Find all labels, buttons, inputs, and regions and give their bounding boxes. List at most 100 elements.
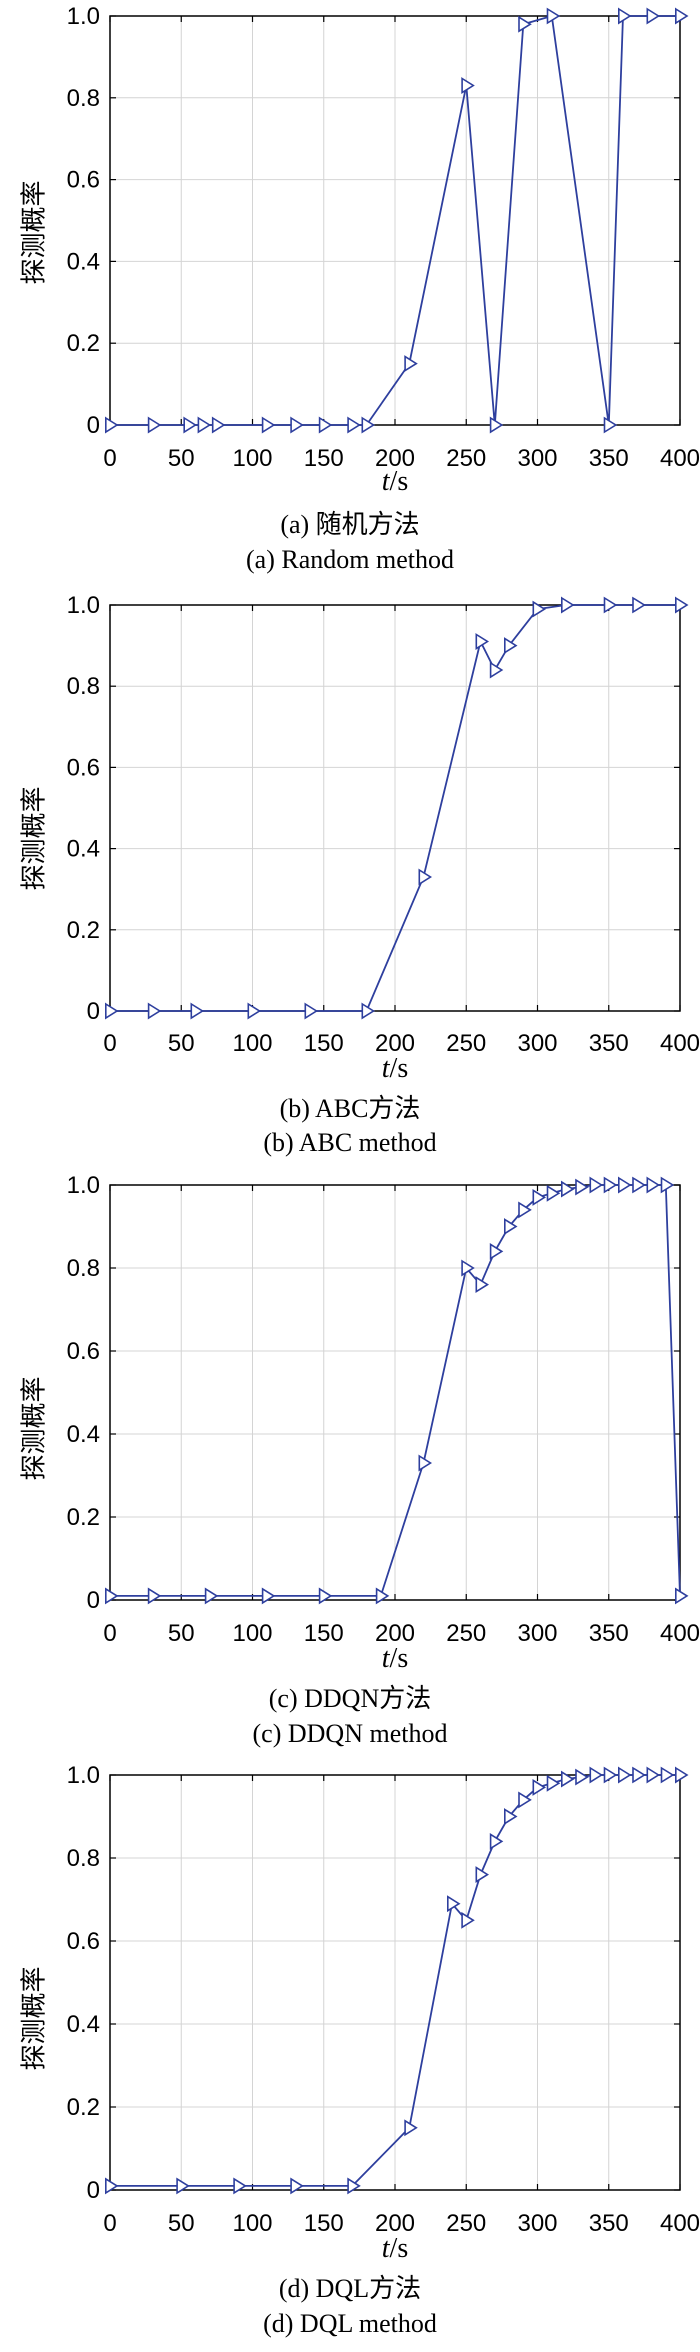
- chart-panel-d: 0 50 100 150 200 250 300 350 400 0 0.2 0.4 0.6 0.8 1.0…: [0, 1760, 700, 2352]
- chart-c-xtick-label: 250: [446, 1620, 486, 1647]
- chart-d-point: [446, 1895, 461, 1913]
- chart-d-point: [503, 1808, 518, 1825]
- chart-d-point: [589, 1766, 604, 1784]
- chart-c-point: [532, 1188, 547, 1206]
- chart-b-caption-en: (b) ABC method: [263, 1128, 437, 1157]
- chart-c-xtick-label: 300: [517, 1620, 557, 1647]
- chart-c-point: [489, 1242, 504, 1260]
- chart-b-point: [475, 633, 490, 650]
- chart-c-xtick-label: 0: [103, 1620, 116, 1647]
- chart-panel-c: 0 50 100 150 200 250 300 350 400 0 0.2 0.4 0.6 0.8 1.0…: [0, 1170, 700, 1760]
- chart-c-point: [418, 1454, 433, 1472]
- chart-c-ytick-label: 0.4: [67, 1421, 100, 1448]
- chart-a-xtick-label: 400: [660, 445, 700, 472]
- chart-c-point: [603, 1176, 618, 1194]
- chart-b-xtick-label: 50: [168, 1030, 195, 1057]
- chart-c-xtick-label: 200: [375, 1620, 415, 1647]
- chart-a-plot: 0 50 100 150 200 250 300 350 400 0 0.2 0.4 0.6 0.8 1.0…: [67, 3, 700, 497]
- chart-c-xtick-label: 400: [660, 1620, 700, 1647]
- chart-a-xtick-label: 300: [517, 445, 557, 472]
- chart-b-point: [190, 1002, 205, 1020]
- chart-c-point: [518, 1201, 532, 1219]
- chart-a-xlabel: t/s: [382, 466, 408, 497]
- chart-c-point: [461, 1259, 475, 1277]
- chart-a-point: [518, 15, 532, 33]
- chart-c-point: [147, 1587, 162, 1605]
- chart-d-point: [617, 1766, 632, 1784]
- chart-c-caption-zh: (c) DDQN方法: [268, 1684, 432, 1713]
- chart-a-ytick-label: 1.0: [67, 3, 100, 30]
- chart-c-point: [546, 1184, 561, 1202]
- chart-b-ytick-label: 0.8: [67, 673, 100, 700]
- chart-a-xtick-label: 100: [232, 445, 272, 472]
- chart-d-point: [532, 1778, 547, 1796]
- chart-a-point: [646, 7, 661, 25]
- chart-b-plot: 0 50 100 150 200 250 300 350 400 0 0.2 0.4 0.6 0.8 1.0…: [67, 592, 700, 1084]
- chart-b-point: [489, 661, 504, 679]
- chart-b-xtick-label: 100: [232, 1030, 272, 1057]
- chart-d-ylabel: 探测概率: [19, 1966, 50, 2071]
- chart-a-point: [318, 416, 333, 434]
- chart-d-xtick-label: 150: [304, 2210, 344, 2237]
- chart-a-point: [674, 7, 689, 25]
- chart-c-xtick-label: 150: [304, 1620, 344, 1647]
- chart-b-point: [674, 596, 689, 614]
- chart-c-caption-en: (c) DDQN method: [252, 1719, 448, 1748]
- chart-d-xtick-label: 350: [589, 2210, 629, 2237]
- chart-a-ytick-label: 0.2: [67, 330, 100, 357]
- chart-d-point: [560, 1770, 575, 1788]
- chart-a-xtick-label: 0: [103, 445, 116, 472]
- chart-d-point: [575, 1768, 589, 1786]
- chart-b-ytick-label: 1.0: [67, 592, 100, 619]
- chart-d-point: [290, 2177, 304, 2195]
- chart-a-point: [603, 416, 618, 434]
- chart-d-plot: 0 50 100 150 200 250 300 350 400 0 0.2 0.4 0.6 0.8 1.0…: [67, 1762, 700, 2264]
- chart-a-xtick-label: 350: [589, 445, 629, 472]
- chart-d-ytick-label: 1.0: [67, 1762, 100, 1789]
- chart-a-point: [546, 7, 561, 25]
- chart-c-point: [475, 1276, 490, 1294]
- chart-d-ytick-label: 0.8: [67, 1845, 100, 1872]
- chart-panel-b: 0 50 100 150 200 250 300 350 400 0 0.2 0.4 0.6 0.8 1.0…: [0, 585, 700, 1170]
- chart-a-ytick-label: 0.4: [67, 248, 100, 275]
- chart-c-point: [617, 1176, 632, 1194]
- chart-b-ytick-label: 0: [87, 998, 100, 1025]
- chart-a-point: [361, 416, 376, 434]
- chart-d-caption-en: (d) DQL method: [263, 2309, 437, 2338]
- chart-a-point: [290, 416, 304, 434]
- chart-c-point: [660, 1176, 675, 1194]
- chart-a-point: [261, 416, 276, 434]
- chart-d-xlabel: t/s: [382, 2233, 408, 2264]
- chart-c-ytick-label: 0: [87, 1587, 100, 1614]
- chart-d-ytick-label: 0.2: [67, 2094, 100, 2121]
- chart-a-point: [183, 416, 197, 434]
- chart-d-point: [518, 1791, 532, 1809]
- chart-d-point: [603, 1766, 618, 1784]
- chart-b-point: [247, 1002, 262, 1020]
- chart-a-point: [461, 77, 475, 94]
- chart-c-ytick-label: 0.2: [67, 1504, 100, 1531]
- chart-d-caption-zh: (d) DQL方法: [278, 2274, 422, 2303]
- chart-d-point: [646, 1766, 661, 1784]
- chart-b-xtick-label: 250: [446, 1030, 486, 1057]
- chart-c-point: [318, 1587, 333, 1605]
- chart-a-xtick-label: 150: [304, 445, 344, 472]
- chart-c-xtick-label: 100: [232, 1620, 272, 1647]
- chart-c-point: [503, 1218, 518, 1235]
- chart-b-point: [147, 1002, 162, 1020]
- chart-d-xtick-label: 100: [232, 2210, 272, 2237]
- chart-b-xtick-label: 350: [589, 1030, 629, 1057]
- chart-d-xtick-label: 200: [375, 2210, 415, 2237]
- chart-b-xtick-label: 200: [375, 1030, 415, 1057]
- chart-c-xtick-label: 350: [589, 1620, 629, 1647]
- chart-d-point: [632, 1766, 646, 1784]
- chart-b-xtick-label: 300: [517, 1030, 557, 1057]
- chart-b-point: [503, 637, 518, 655]
- chart-b-caption-zh: (b) ABC方法: [279, 1094, 421, 1123]
- chart-a-point: [105, 416, 119, 434]
- chart-d-xtick-label: 250: [446, 2210, 486, 2237]
- chart-b-point: [361, 1002, 376, 1020]
- chart-d-point: [674, 1766, 689, 1784]
- chart-d-point: [176, 2177, 190, 2195]
- chart-d-point: [660, 1766, 675, 1784]
